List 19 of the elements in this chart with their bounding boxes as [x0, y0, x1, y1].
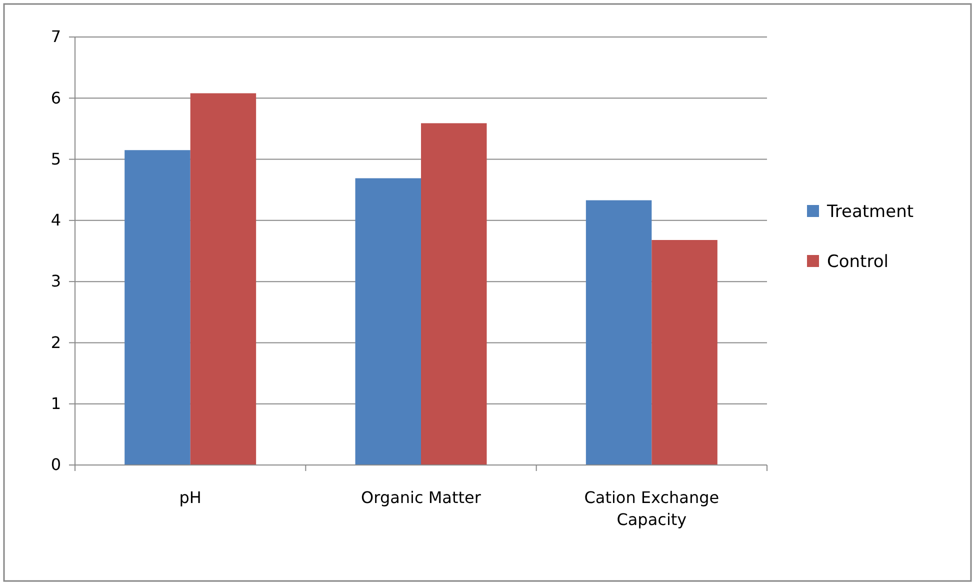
bar	[421, 123, 487, 465]
bar	[124, 150, 190, 465]
y-tick-label: 5	[50, 149, 61, 168]
x-tick-label: Cation Exchange Capacity	[584, 488, 720, 529]
y-tick-label: 2	[50, 332, 61, 352]
bar	[652, 240, 718, 465]
y-tick-label: 7	[50, 27, 61, 46]
y-tick-label: 6	[50, 88, 61, 108]
bar	[586, 200, 652, 465]
y-tick-label: 4	[50, 210, 61, 230]
y-tick-label: 3	[50, 272, 61, 291]
legend-label: Control	[827, 252, 888, 272]
y-tick-label: 1	[50, 394, 61, 413]
bar	[355, 178, 421, 465]
legend-label: Treatment	[826, 202, 914, 222]
y-tick-label: 0	[50, 455, 61, 474]
x-tick-label: Organic Matter	[361, 488, 482, 507]
x-tick-label: pH	[179, 488, 202, 507]
bar	[190, 93, 256, 465]
